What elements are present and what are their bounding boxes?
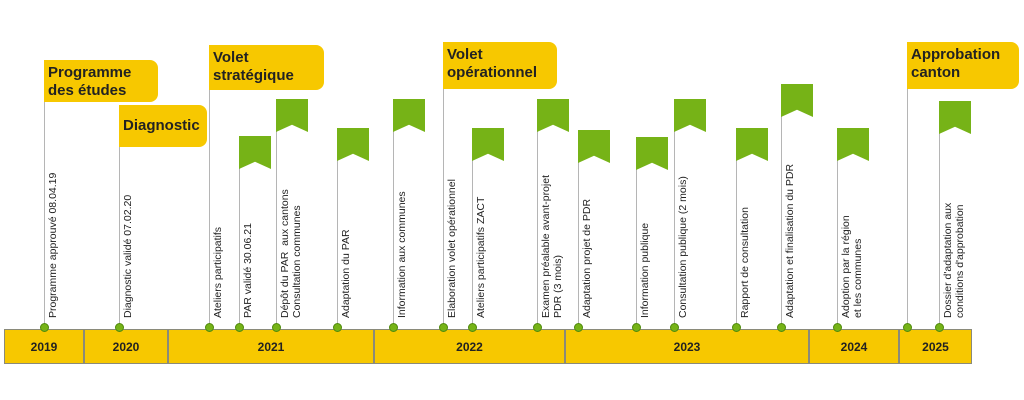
milestone-dot bbox=[632, 323, 641, 332]
timeline-line bbox=[119, 105, 120, 328]
milestone-flag bbox=[939, 101, 971, 134]
milestone-label: Adaptation du PAR bbox=[340, 229, 352, 318]
timeline-line bbox=[393, 99, 394, 328]
milestone-dot bbox=[574, 323, 583, 332]
milestone-dot bbox=[272, 323, 281, 332]
milestone-flag bbox=[837, 128, 869, 161]
phase-approbation: Approbation canton bbox=[907, 42, 1019, 89]
milestone-label: Dépôt du PAR aux cantons Consultation co… bbox=[279, 189, 303, 318]
milestone-dot bbox=[40, 323, 49, 332]
milestone-label: Adaptation projet de PDR bbox=[581, 198, 593, 318]
milestone-dot bbox=[389, 323, 398, 332]
milestone-dot bbox=[115, 323, 124, 332]
milestone-dot bbox=[205, 323, 214, 332]
milestone-dot bbox=[468, 323, 477, 332]
year-2020: 2020 bbox=[84, 329, 168, 364]
milestone-dot bbox=[333, 323, 342, 332]
milestone-label: PAR validé 30.06.21 bbox=[242, 223, 254, 318]
timeline-line bbox=[636, 137, 637, 328]
milestone-label: Ateliers participatifs ZACT bbox=[475, 196, 487, 318]
milestone-dot bbox=[777, 323, 786, 332]
phase-operationnel: Volet opérationnel bbox=[443, 42, 557, 89]
milestone-flag bbox=[276, 99, 308, 132]
timeline-line bbox=[443, 42, 444, 328]
milestone-flag bbox=[393, 99, 425, 132]
timeline-line bbox=[674, 99, 675, 328]
phase-programme: Programme des études bbox=[44, 60, 158, 102]
phase-strategique: Volet stratégique bbox=[209, 45, 324, 90]
milestone-label: Elaboration volet opérationnel bbox=[446, 179, 458, 318]
timeline-line bbox=[337, 128, 338, 328]
timeline-line bbox=[907, 42, 908, 328]
year-2021: 2021 bbox=[168, 329, 374, 364]
timeline-line bbox=[239, 150, 240, 328]
milestone-dot bbox=[670, 323, 679, 332]
milestone-flag bbox=[578, 130, 610, 163]
milestone-flag bbox=[636, 137, 668, 170]
milestone-flag bbox=[781, 84, 813, 117]
milestone-flag bbox=[472, 128, 504, 161]
milestone-flag bbox=[337, 128, 369, 161]
milestone-dot bbox=[833, 323, 842, 332]
milestone-label: Diagnostic validé 07.02.20 bbox=[122, 194, 134, 318]
timeline-line bbox=[781, 84, 782, 328]
timeline-line bbox=[209, 45, 210, 328]
milestone-dot bbox=[235, 323, 244, 332]
year-2019: 2019 bbox=[4, 329, 84, 364]
milestone-label: Information publique bbox=[639, 222, 651, 318]
milestone-dot bbox=[935, 323, 944, 332]
timeline-line bbox=[736, 128, 737, 328]
milestone-label: Rapport de consultation bbox=[739, 207, 751, 318]
milestone-label: Information aux communes bbox=[396, 191, 408, 318]
milestone-dot bbox=[732, 323, 741, 332]
milestone-flag bbox=[674, 99, 706, 132]
timeline-line bbox=[939, 101, 940, 328]
year-2022: 2022 bbox=[374, 329, 565, 364]
timeline-line bbox=[578, 130, 579, 328]
year-2025: 2025 bbox=[899, 329, 972, 364]
milestone-label: Consultation publique (2 mois) bbox=[677, 176, 689, 318]
timeline-line bbox=[472, 128, 473, 328]
timeline-line bbox=[44, 60, 45, 328]
year-2023: 2023 bbox=[565, 329, 809, 364]
milestone-flag bbox=[537, 99, 569, 132]
milestone-label: Adoption par la région et les communes bbox=[840, 215, 864, 318]
milestone-label: Ateliers participatifs bbox=[212, 226, 224, 318]
milestone-dot bbox=[903, 323, 912, 332]
milestone-dot bbox=[439, 323, 448, 332]
milestone-label: Adaptation et finalisation du PDR bbox=[784, 163, 796, 318]
milestone-dot bbox=[533, 323, 542, 332]
milestone-label: Programme approuvé 08.04.19 bbox=[47, 172, 59, 318]
milestone-label: Dossier d'adaptation aux conditions d'ap… bbox=[942, 202, 966, 318]
timeline-line bbox=[537, 99, 538, 328]
milestone-label: Examen préalable avant-projet PDR (3 moi… bbox=[540, 174, 564, 318]
timeline-line bbox=[837, 128, 838, 328]
timeline-line bbox=[276, 99, 277, 328]
year-2024: 2024 bbox=[809, 329, 899, 364]
milestone-flag bbox=[239, 136, 271, 169]
phase-diagnostic: Diagnostic bbox=[119, 105, 207, 147]
milestone-flag bbox=[736, 128, 768, 161]
